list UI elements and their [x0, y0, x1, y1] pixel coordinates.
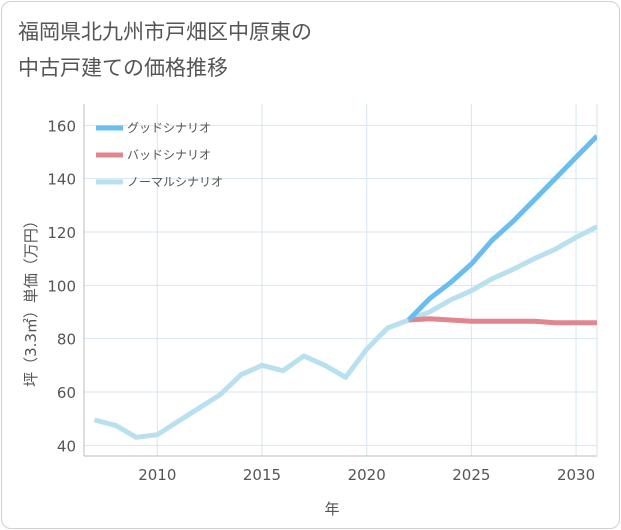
x-tick-label: 2015 [243, 466, 281, 484]
y-tick-label: 120 [47, 224, 76, 242]
x-tick-label: 2010 [138, 466, 176, 484]
series-line-bad [408, 316, 597, 326]
series-line-good [406, 134, 597, 322]
grid-lines [84, 104, 597, 456]
y-tick-label: 60 [57, 384, 76, 402]
legend-label-normal: ノーマルシナリオ [127, 175, 223, 189]
chart-title: 福岡県北九州市戸畑区中原東の 中古戸建ての価格推移 [18, 14, 438, 86]
legend-label-good: グッドシナリオ [127, 121, 211, 135]
axes [83, 104, 598, 457]
x-tick-label: 2030 [557, 466, 595, 484]
x-tick-label: 2020 [348, 466, 386, 484]
chart-title-line-1: 福岡県北九州市戸畑区中原東の [18, 20, 312, 44]
y-tick-label: 80 [57, 331, 76, 349]
y-axis-label: 坪（3.3㎡）単価（万円） [22, 213, 40, 387]
series-lines [93, 134, 597, 440]
legend-label-bad: バッドシナリオ [127, 148, 211, 162]
series-line-normal [93, 224, 597, 440]
tick-labels: 2010 2015 2020 2025 2030 40 60 80 100 120 140 160 [47, 117, 595, 484]
y-tick-label: 100 [47, 277, 76, 295]
y-tick-label: 160 [47, 117, 76, 135]
x-tick-label: 2025 [452, 466, 490, 484]
chart-title-line-2: 中古戸建ての価格推移 [18, 56, 228, 80]
x-axis-label: 年 [324, 500, 339, 518]
y-tick-label: 140 [47, 171, 76, 189]
y-tick-label: 40 [57, 437, 76, 455]
